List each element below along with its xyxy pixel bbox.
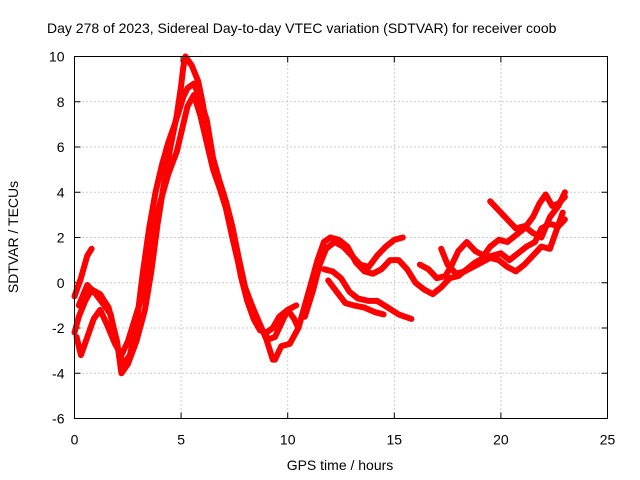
y-tick-label: 0	[57, 275, 65, 291]
y-tick-label: 10	[49, 49, 65, 65]
x-tick-label: 25	[600, 432, 616, 448]
x-tick-label: 20	[493, 432, 509, 448]
y-tick-label: 8	[57, 94, 65, 110]
x-tick-label: 0	[71, 432, 79, 448]
series-track-9	[416, 191, 568, 282]
series-track-1	[71, 245, 95, 300]
data-series	[71, 53, 568, 377]
y-tick-label: -4	[52, 365, 65, 381]
y-axis-label: SDTVAR / TECUs	[5, 181, 21, 293]
series-track-8	[325, 277, 387, 318]
chart-title: Day 278 of 2023, Sidereal Day-to-day VTE…	[47, 20, 557, 36]
y-tick-label: 4	[57, 184, 65, 200]
x-tick-label: 10	[280, 432, 296, 448]
x-axis-label: GPS time / hours	[287, 457, 394, 473]
x-tick-label: 5	[177, 432, 185, 448]
y-tick-label: 6	[57, 139, 65, 155]
series-track-11	[487, 189, 568, 241]
y-tick-label: -2	[52, 320, 65, 336]
y-tick-label: 2	[57, 230, 65, 246]
series-track-4	[73, 92, 276, 363]
series-track-6	[301, 234, 406, 320]
y-tick-label: -6	[52, 411, 65, 427]
series-track-7	[320, 266, 415, 322]
series-track-10	[438, 209, 566, 277]
plot-frame	[74, 56, 608, 419]
axis-ticks: 0 5 10 15 20 25 -6 -4 -2 0 2 4 6 8 10	[49, 49, 616, 448]
series-track-5	[271, 216, 568, 363]
series-track-3	[75, 80, 300, 368]
x-tick-label: 15	[387, 432, 403, 448]
